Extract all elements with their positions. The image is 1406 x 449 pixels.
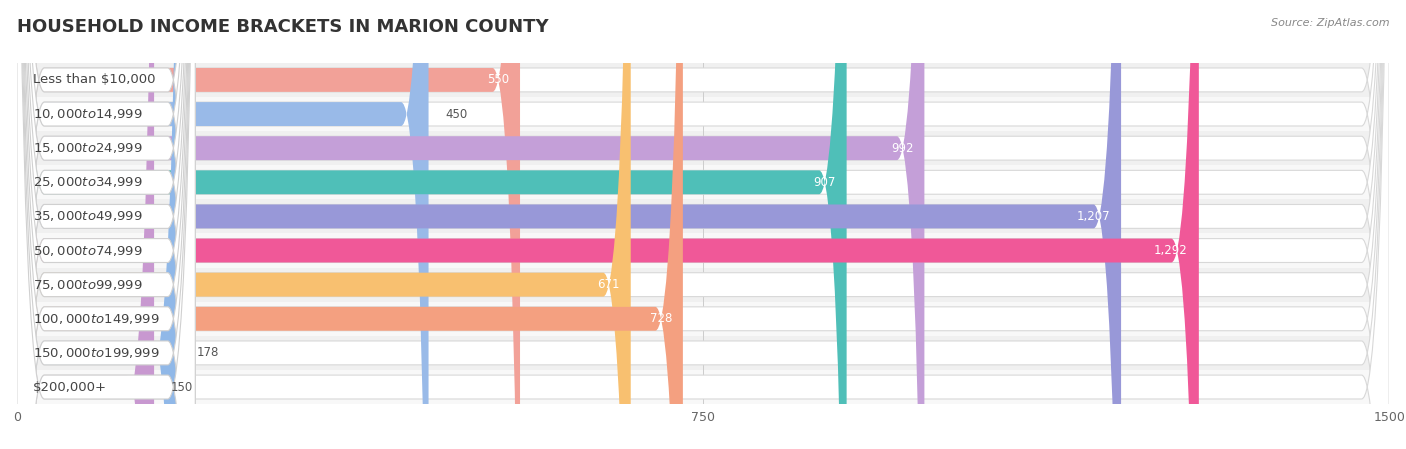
Text: $15,000 to $24,999: $15,000 to $24,999 xyxy=(34,141,143,155)
FancyBboxPatch shape xyxy=(17,0,195,449)
FancyBboxPatch shape xyxy=(17,0,1389,449)
FancyBboxPatch shape xyxy=(17,0,155,449)
Text: 450: 450 xyxy=(446,108,467,120)
FancyBboxPatch shape xyxy=(17,0,1389,449)
Text: 550: 550 xyxy=(486,74,509,86)
Text: Less than $10,000: Less than $10,000 xyxy=(34,74,156,86)
Text: 150: 150 xyxy=(170,381,193,393)
Text: $50,000 to $74,999: $50,000 to $74,999 xyxy=(34,243,143,258)
FancyBboxPatch shape xyxy=(17,0,195,449)
Text: 178: 178 xyxy=(197,347,218,359)
Text: $100,000 to $149,999: $100,000 to $149,999 xyxy=(34,312,160,326)
Text: $25,000 to $34,999: $25,000 to $34,999 xyxy=(34,175,143,189)
FancyBboxPatch shape xyxy=(17,0,1389,449)
Text: 907: 907 xyxy=(813,176,835,189)
Bar xyxy=(17,302,1389,336)
Bar xyxy=(17,199,1389,233)
FancyBboxPatch shape xyxy=(17,0,631,449)
FancyBboxPatch shape xyxy=(17,0,683,449)
FancyBboxPatch shape xyxy=(17,0,195,449)
FancyBboxPatch shape xyxy=(17,0,195,449)
FancyBboxPatch shape xyxy=(17,0,195,449)
FancyBboxPatch shape xyxy=(17,0,195,449)
Text: Source: ZipAtlas.com: Source: ZipAtlas.com xyxy=(1271,18,1389,28)
FancyBboxPatch shape xyxy=(17,0,924,449)
FancyBboxPatch shape xyxy=(17,0,1121,449)
FancyBboxPatch shape xyxy=(17,0,1389,449)
FancyBboxPatch shape xyxy=(17,0,195,449)
Bar xyxy=(17,97,1389,131)
Text: HOUSEHOLD INCOME BRACKETS IN MARION COUNTY: HOUSEHOLD INCOME BRACKETS IN MARION COUN… xyxy=(17,18,548,36)
FancyBboxPatch shape xyxy=(17,0,195,449)
FancyBboxPatch shape xyxy=(17,0,195,449)
Text: 1,207: 1,207 xyxy=(1077,210,1111,223)
Bar xyxy=(17,63,1389,97)
FancyBboxPatch shape xyxy=(17,0,1389,449)
FancyBboxPatch shape xyxy=(17,0,1389,449)
FancyBboxPatch shape xyxy=(17,0,520,449)
Text: $10,000 to $14,999: $10,000 to $14,999 xyxy=(34,107,143,121)
FancyBboxPatch shape xyxy=(17,0,195,449)
FancyBboxPatch shape xyxy=(17,0,846,449)
FancyBboxPatch shape xyxy=(17,0,1389,449)
Text: $35,000 to $49,999: $35,000 to $49,999 xyxy=(34,209,143,224)
FancyBboxPatch shape xyxy=(17,0,1199,449)
FancyBboxPatch shape xyxy=(17,0,1389,449)
Text: 671: 671 xyxy=(598,278,620,291)
FancyBboxPatch shape xyxy=(17,0,1389,449)
Text: $150,000 to $199,999: $150,000 to $199,999 xyxy=(34,346,160,360)
Bar xyxy=(17,336,1389,370)
FancyBboxPatch shape xyxy=(17,0,1389,449)
Bar xyxy=(17,131,1389,165)
FancyBboxPatch shape xyxy=(17,0,180,449)
Text: $200,000+: $200,000+ xyxy=(34,381,107,393)
Bar xyxy=(17,233,1389,268)
Text: 728: 728 xyxy=(650,313,672,325)
Bar xyxy=(17,165,1389,199)
Text: 992: 992 xyxy=(891,142,914,154)
Text: $75,000 to $99,999: $75,000 to $99,999 xyxy=(34,277,143,292)
Text: 1,292: 1,292 xyxy=(1154,244,1188,257)
Bar xyxy=(17,370,1389,404)
FancyBboxPatch shape xyxy=(17,0,429,449)
Bar xyxy=(17,268,1389,302)
